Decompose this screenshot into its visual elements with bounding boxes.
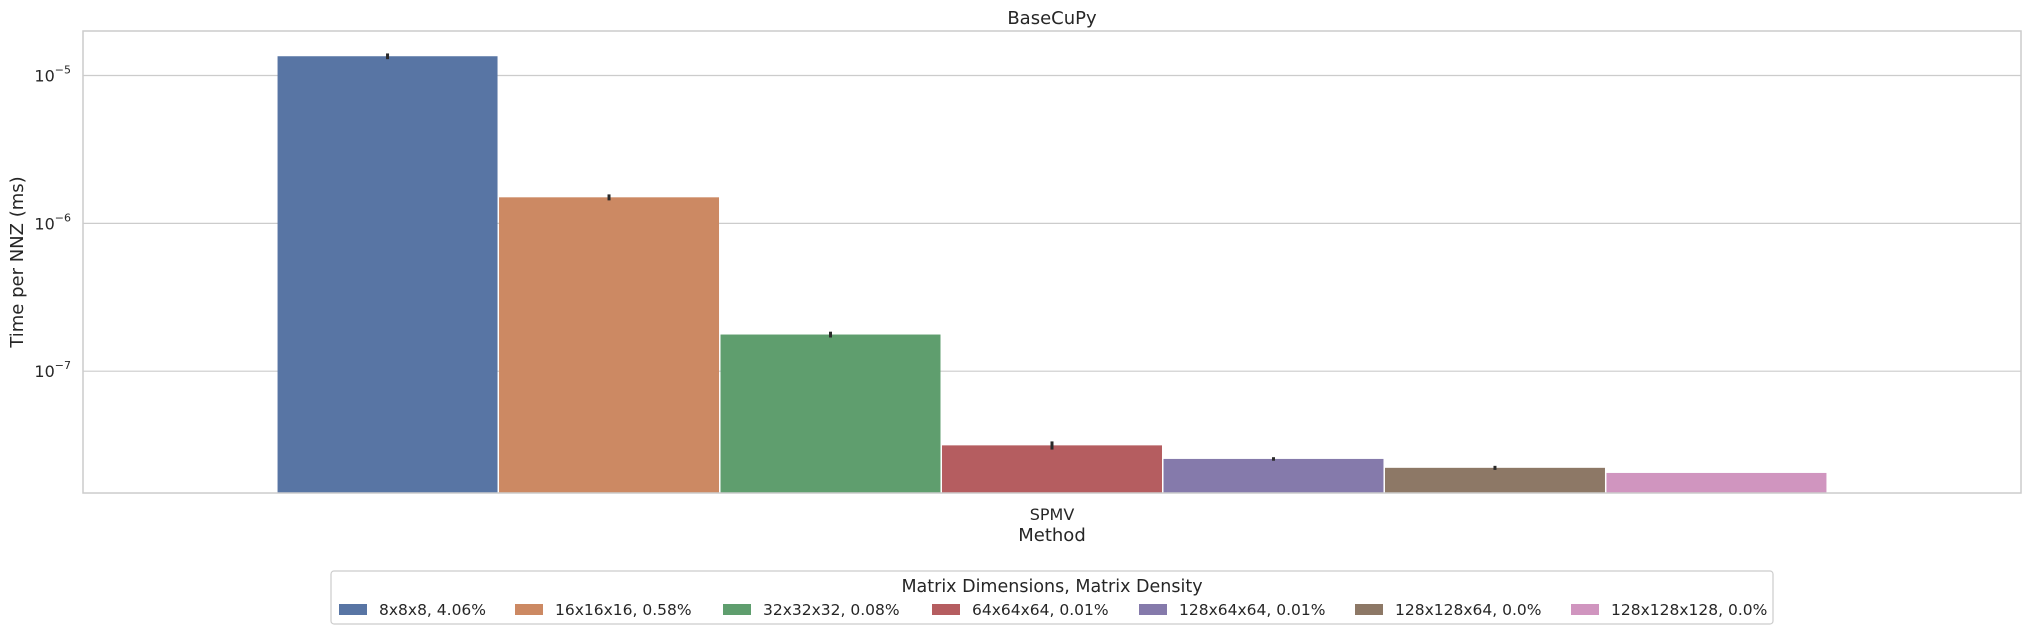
y-tick-label: 10−7 xyxy=(34,359,71,381)
x-tick-label: SPMV xyxy=(1030,505,1075,524)
y-axis-ticks: 10−510−610−7 xyxy=(34,64,71,382)
bar xyxy=(1384,467,1605,493)
y-tick-base: 10 xyxy=(34,362,54,381)
y-tick-label: 10−6 xyxy=(34,211,71,233)
y-tick-label: 10−5 xyxy=(34,64,71,86)
legend-swatch xyxy=(339,604,367,615)
bar xyxy=(720,334,941,493)
bar xyxy=(277,56,498,493)
legend-swatch xyxy=(1139,604,1167,615)
legend-label: 32x32x32, 0.08% xyxy=(763,601,900,619)
legend-label: 16x16x16, 0.58% xyxy=(555,601,692,619)
legend-label: 128x64x64, 0.01% xyxy=(1179,601,1325,619)
legend-label: 128x128x64, 0.0% xyxy=(1395,601,1541,619)
legend-swatch xyxy=(723,604,751,615)
legend-swatch xyxy=(1571,604,1599,615)
error-bars xyxy=(386,53,1497,470)
legend-items: 8x8x8, 4.06% 16x16x16, 0.58% 32x32x32, 0.0… xyxy=(339,601,1767,619)
bar xyxy=(499,197,720,493)
legend-label: 64x64x64, 0.01% xyxy=(972,601,1109,619)
legend-title: Matrix Dimensions, Matrix Density xyxy=(901,577,1202,597)
bar xyxy=(1163,458,1384,493)
y-tick-exponent: −5 xyxy=(55,64,71,77)
bar xyxy=(1606,472,1827,493)
legend-box xyxy=(330,570,1774,625)
bars xyxy=(277,56,1827,493)
bar xyxy=(942,445,1162,493)
y-axis-label: Time per NNZ (ms) xyxy=(7,176,28,348)
legend-swatch xyxy=(1355,604,1383,615)
y-tick-base: 10 xyxy=(34,67,54,86)
legend-swatch xyxy=(932,604,960,615)
legend-label: 8x8x8, 4.06% xyxy=(379,601,486,619)
chart-title: BaseCuPy xyxy=(1007,8,1097,29)
legend: Matrix Dimensions, Matrix Density 8x8x8,… xyxy=(330,570,1774,625)
y-tick-exponent: −6 xyxy=(55,211,71,224)
y-tick-base: 10 xyxy=(34,214,54,233)
y-tick-exponent: −7 xyxy=(55,359,71,372)
plot-frame xyxy=(82,30,2022,494)
legend-label: 128x128x128, 0.0% xyxy=(1611,601,1767,619)
legend-swatch xyxy=(515,604,543,615)
x-axis-label: Method xyxy=(1018,525,1086,546)
